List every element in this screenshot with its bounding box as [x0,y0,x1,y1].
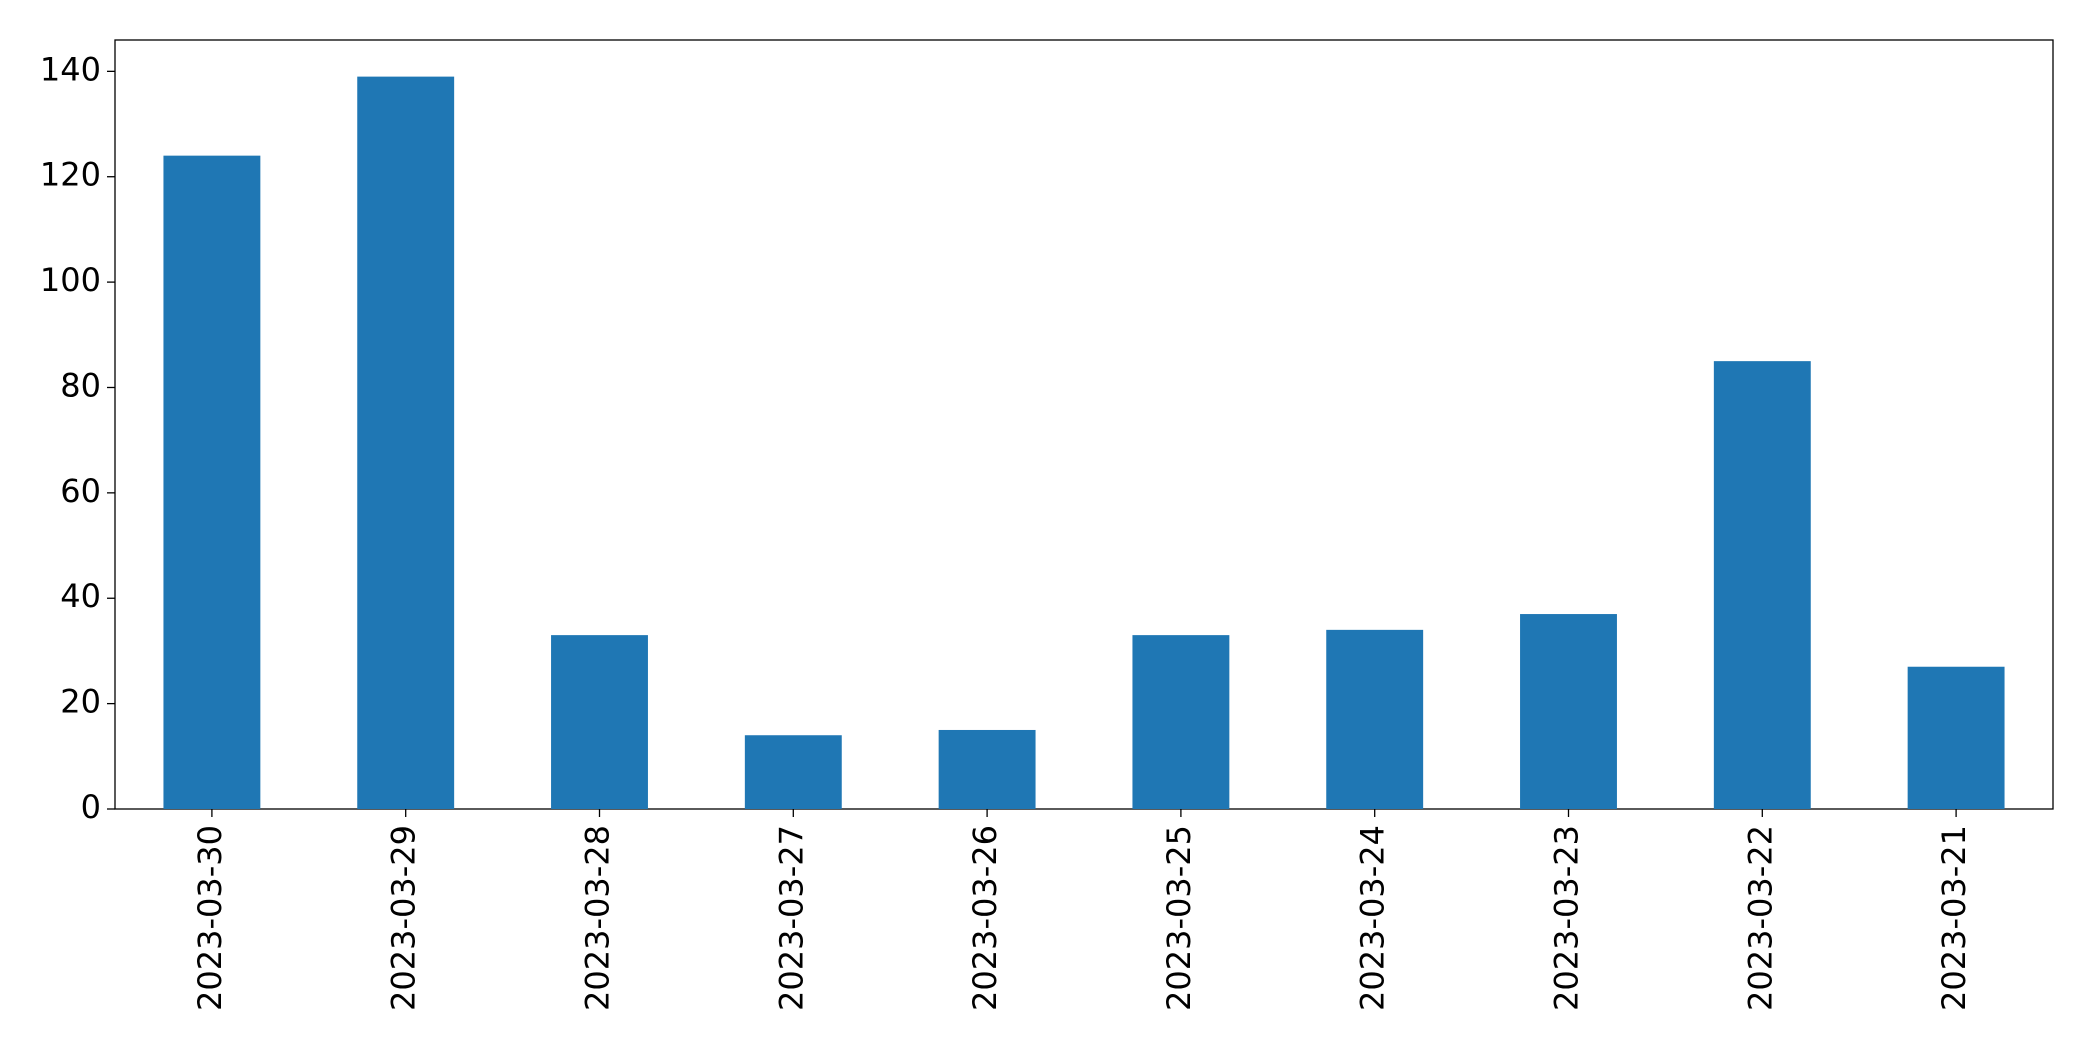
x-tick-label: 2023-03-24 [1354,825,1392,1011]
bar [1713,361,1811,809]
bar [357,76,455,810]
x-tick-label: 2023-03-30 [191,825,229,1011]
bar [1326,629,1424,809]
y-tick-label: 100 [40,261,101,299]
x-tick-label: 2023-03-26 [966,825,1004,1011]
x-tick-label: 2023-03-29 [385,825,423,1011]
y-tick-label: 120 [40,156,101,194]
x-tick-label: 2023-03-23 [1548,825,1586,1011]
bar [1520,614,1617,809]
y-tick-label: 20 [60,683,101,721]
y-tick-label: 0 [81,788,101,826]
x-tick-label: 2023-03-27 [772,825,810,1011]
bar [938,729,1036,809]
y-tick-label: 80 [60,366,101,404]
y-tick-label: 140 [40,50,101,88]
x-tick-label: 2023-03-22 [1741,825,1779,1011]
plot-frame [114,39,2054,810]
y-tick-label: 60 [60,472,101,510]
bar [1132,635,1230,809]
x-tick-label: 2023-03-28 [579,825,617,1011]
bar [551,635,648,809]
bar [1907,666,2005,809]
x-tick-label: 2023-03-25 [1160,825,1198,1011]
bar [744,735,842,809]
x-tick-label: 2023-03-21 [1935,825,1973,1011]
bar [163,155,261,810]
y-tick-label: 40 [60,577,101,615]
